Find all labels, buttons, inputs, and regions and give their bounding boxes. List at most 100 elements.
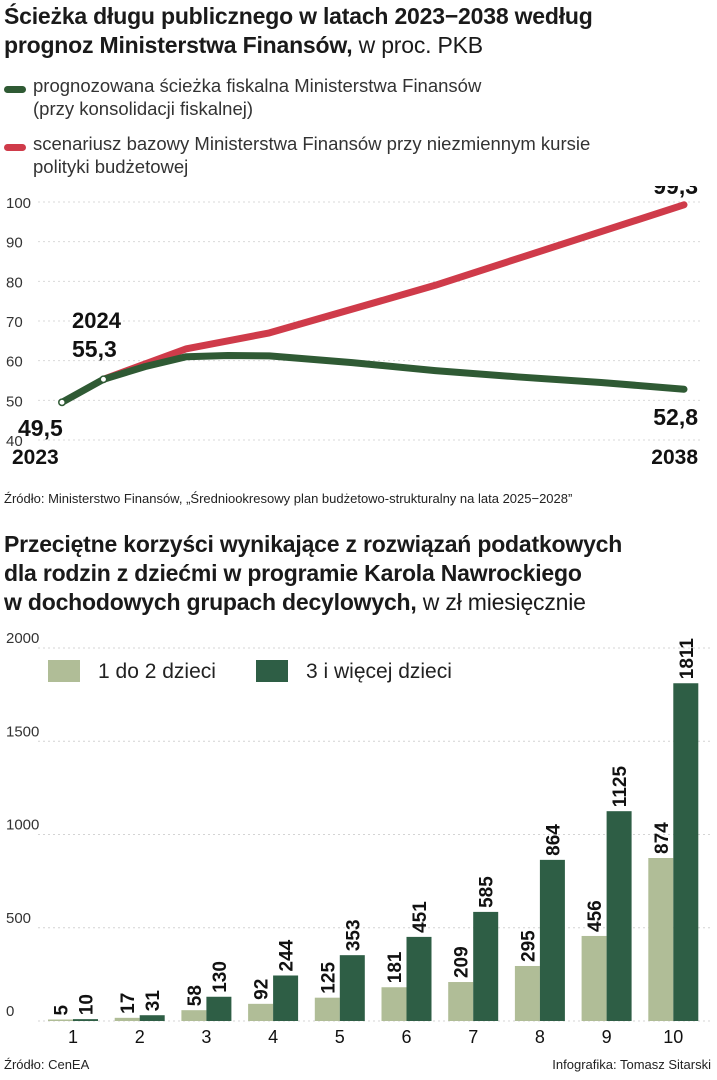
data-label: 31 [143, 990, 164, 1012]
data-label: 58 [185, 985, 206, 1006]
bar [448, 982, 474, 1021]
data-label: 5 [52, 1005, 73, 1016]
chart2-source: Źródło: CenEA [4, 1057, 90, 1072]
y-tick-label: 100 [6, 195, 31, 212]
y-tick-label: 1500 [6, 723, 39, 740]
bar [514, 965, 540, 1021]
chart2-title-line1: Przeciętne korzyści wynikające z rozwiąz… [4, 531, 623, 557]
bar [473, 911, 499, 1021]
y-tick-label: 40 [6, 433, 23, 450]
legend-swatch-red [4, 144, 26, 151]
data-label: 55,3 [72, 336, 117, 362]
data-label: 17 [118, 993, 139, 1014]
bar [181, 1010, 207, 1021]
bar [114, 1017, 140, 1021]
x-tick-label: 10 [663, 1027, 683, 1047]
data-label: 295 [518, 930, 539, 962]
y-tick-label: 1000 [6, 817, 39, 834]
bar [406, 936, 432, 1021]
bar [139, 1015, 165, 1021]
data-point [99, 375, 108, 384]
chart2-legend: 1 do 2 dzieci 3 i więcej dzieci [48, 660, 452, 683]
x-tick-label: 7 [468, 1027, 478, 1047]
data-label: 130 [210, 961, 231, 993]
data-label: 353 [343, 919, 364, 951]
chart2-title-line3: w dochodowych grupach decylowych, [4, 589, 417, 615]
chart2-credit: Infografika: Tomasz Sitarski [552, 1057, 711, 1072]
bar [648, 857, 674, 1021]
data-label: 99,3 [653, 186, 698, 199]
data-label: 864 [543, 824, 564, 856]
y-tick-label: 80 [6, 274, 23, 291]
x-tick-label: 8 [535, 1027, 545, 1047]
bar [339, 955, 365, 1021]
legend-swatch [48, 660, 80, 682]
legend-item-green: prognozowana ścieżka fiskalna Ministerst… [33, 74, 481, 120]
legend-item-red: scenariusz bazowy Ministerstwa Finansów … [33, 132, 590, 178]
data-label: 181 [385, 951, 406, 983]
bar [581, 935, 607, 1021]
y-tick-label: 70 [6, 314, 23, 331]
bar [539, 859, 565, 1021]
data-label: 874 [652, 822, 673, 854]
bar [673, 683, 699, 1021]
x-tick-label: 6 [401, 1027, 411, 1047]
chart2-title: Przeciętne korzyści wynikające z rozwiąz… [4, 530, 622, 617]
bar [381, 987, 407, 1021]
legend-red-line1: scenariusz bazowy Ministerstwa Finansów … [33, 133, 591, 154]
bar [206, 996, 232, 1021]
legend-red-line2: polityki budżetowej [33, 156, 189, 177]
legend-label: 1 do 2 dzieci [98, 660, 216, 683]
data-label: 451 [410, 901, 431, 933]
x-tick-label: 2038 [651, 446, 698, 469]
x-tick-label: 4 [268, 1027, 278, 1047]
y-tick-label: 500 [6, 910, 31, 927]
y-tick-label: 90 [6, 235, 23, 252]
y-tick-label: 50 [6, 393, 23, 410]
bar [48, 1019, 73, 1021]
series-line [99, 201, 688, 383]
data-label: 1811 [677, 638, 698, 680]
chart2-title-unit: w zł miesięcznie [422, 589, 586, 615]
chart2-title-line2: dla rodzin z dziećmi w programie Karola … [4, 560, 582, 586]
bar [273, 975, 299, 1021]
legend-green-line1: prognozowana ścieżka fiskalna Ministerst… [33, 75, 482, 96]
data-point [58, 398, 66, 407]
x-tick-label: 5 [335, 1027, 345, 1047]
bar [248, 1003, 274, 1021]
data-label: 10 [77, 994, 98, 1015]
x-tick-label: 3 [201, 1027, 211, 1047]
data-label: 49,5 [18, 415, 63, 441]
legend-label: 3 i więcej dzieci [306, 660, 452, 683]
chart1-title: Ścieżka długu publicznego w latach 2023−… [4, 2, 593, 60]
data-label: 209 [452, 946, 473, 978]
x-tick-label: 1 [68, 1027, 78, 1047]
chart1-source: Źródło: Ministerstwo Finansów, „Średnioo… [4, 491, 573, 506]
chart1-title-line2: prognoz Ministerstwa Finansów, [4, 32, 353, 58]
chart1-title-unit: w proc. PKB [358, 32, 484, 58]
y-tick-label: 2000 [6, 630, 39, 647]
chart1-line-plot: 40 50 60 70 80 90 100 2023 2038 2024 55,3 49,5 52,8 9… [6, 186, 702, 469]
data-label: 585 [477, 876, 498, 908]
data-label: 456 [585, 900, 606, 932]
x-tick-label: 2 [135, 1027, 145, 1047]
x-tick-label: 2023 [12, 446, 59, 469]
chart2-bar-plot: 0 500 1000 1500 2000 1 do 2 dzieci 3 i więcej … [6, 630, 712, 1047]
bar [314, 997, 340, 1021]
legend-swatch [256, 660, 288, 682]
legend-green-line2: (przy konsolidacji fiskalnej) [33, 98, 254, 119]
chart1-title-line1: Ścieżka długu publicznego w latach 2023−… [4, 3, 593, 29]
annotation-year: 2024 [72, 308, 122, 333]
y-tick-label: 0 [6, 1003, 14, 1020]
x-tick-label: 9 [602, 1027, 612, 1047]
data-label: 125 [318, 962, 339, 994]
bar [73, 1019, 98, 1021]
data-label: 52,8 [653, 404, 698, 430]
legend-swatch-green [4, 86, 26, 93]
bar [606, 811, 632, 1021]
y-tick-label: 60 [6, 354, 23, 371]
series-line [58, 352, 688, 406]
data-label: 244 [277, 939, 298, 971]
data-label: 1125 [610, 766, 631, 808]
data-label: 92 [252, 979, 273, 1000]
